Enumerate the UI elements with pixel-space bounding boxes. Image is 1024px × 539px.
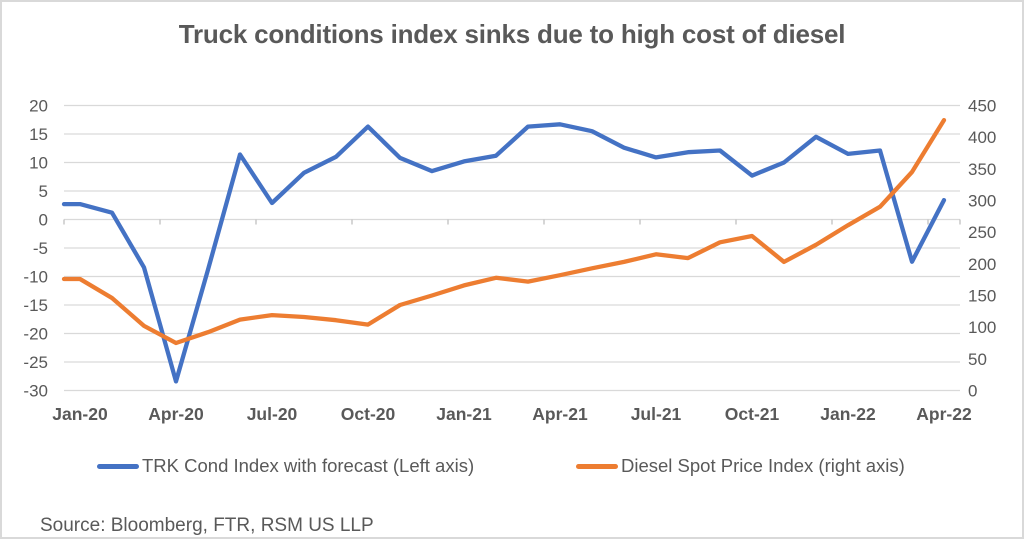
x-axis-labels: Jan-20 Apr-20 Jul-20 Oct-20 Jan-21 Apr-21 Jul-… (52, 404, 972, 424)
blue-line-swatch (97, 463, 139, 469)
svg-text:Apr-22: Apr-22 (916, 404, 972, 424)
legend-label: TRK Cond Index with forecast (Left axis) (142, 455, 475, 476)
svg-text:Apr-21: Apr-21 (532, 404, 588, 424)
legend-label: Diesel Spot Price Index (right axis) (621, 455, 905, 476)
svg-text:Jul-21: Jul-21 (631, 404, 682, 424)
svg-text:10: 10 (29, 154, 48, 173)
svg-text:150: 150 (968, 287, 996, 306)
chart-title: Truck conditions index sinks due to high… (178, 19, 846, 49)
svg-text:Oct-21: Oct-21 (725, 404, 780, 424)
category-axis-ticks (63, 219, 961, 225)
gridlines (64, 104, 960, 392)
legend: TRK Cond Index with forecast (Left axis)… (2, 452, 1022, 480)
trk-cond-index-line (61, 122, 947, 384)
svg-text:Jan-21: Jan-21 (436, 404, 492, 424)
diesel-spot-price-line (61, 117, 947, 346)
svg-text:-20: -20 (23, 325, 48, 344)
svg-text:-30: -30 (23, 382, 48, 401)
legend-item-trk-cond-index: TRK Cond Index with forecast (Left axis) (97, 452, 474, 480)
svg-text:Jan-22: Jan-22 (820, 404, 876, 424)
svg-text:15: 15 (29, 125, 48, 144)
legend-item-diesel-spot-price: Diesel Spot Price Index (right axis) (576, 452, 905, 480)
svg-text:300: 300 (968, 192, 996, 211)
svg-text:Oct-20: Oct-20 (341, 404, 396, 424)
svg-text:5: 5 (39, 182, 48, 201)
y-axis-right-labels: 450 400 350 300 250 200 150 100 50 0 (968, 97, 996, 401)
svg-text:Jul-20: Jul-20 (247, 404, 298, 424)
svg-text:50: 50 (968, 350, 987, 369)
source-note: Source: Bloomberg, FTR, RSM US LLP (40, 515, 374, 536)
orange-line-swatch (576, 463, 618, 469)
svg-text:100: 100 (968, 318, 996, 337)
svg-text:0: 0 (39, 211, 48, 230)
svg-text:400: 400 (968, 128, 996, 147)
svg-text:0: 0 (968, 382, 977, 401)
svg-text:-15: -15 (23, 296, 48, 315)
y-axis-left-labels: 20 15 10 5 0 -5 -10 -15 -20 -25 -30 (23, 97, 48, 401)
svg-text:200: 200 (968, 255, 996, 274)
svg-text:450: 450 (968, 97, 996, 116)
series-lines (61, 117, 947, 384)
svg-text:-5: -5 (33, 239, 48, 258)
svg-text:20: 20 (29, 97, 48, 116)
svg-text:Jan-20: Jan-20 (52, 404, 108, 424)
svg-text:250: 250 (968, 223, 996, 242)
svg-text:-25: -25 (23, 353, 48, 372)
svg-text:350: 350 (968, 160, 996, 179)
svg-text:-10: -10 (23, 268, 48, 287)
svg-text:Apr-20: Apr-20 (148, 404, 204, 424)
